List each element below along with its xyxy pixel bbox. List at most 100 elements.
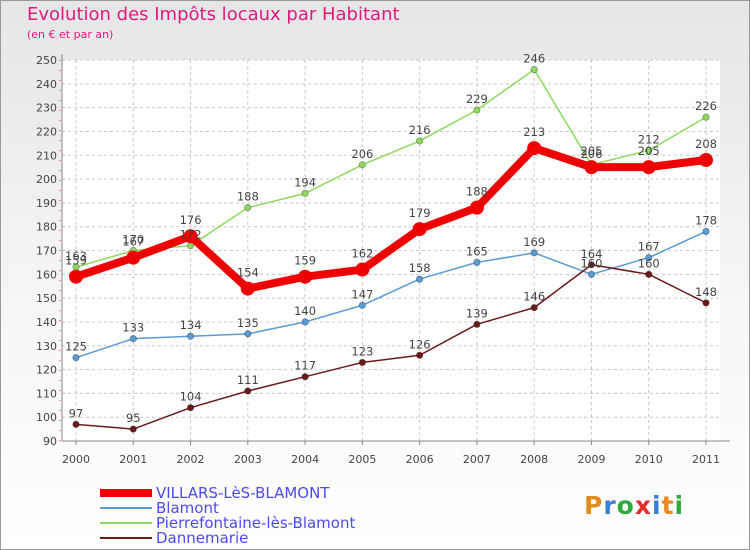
data-point-blamont [244,330,252,338]
data-point-pierrefontaine-l-s-blamont [416,137,424,145]
data-point-villars-l-s-blamont [183,229,198,244]
data-label-dannemarie: 126 [409,337,431,351]
data-label-dannemarie: 104 [180,390,202,404]
y-tick-label: 200 [36,173,57,186]
data-label-villars-l-s-blamont: 176 [180,213,202,227]
y-tick-label: 140 [36,316,57,329]
data-point-blamont [186,332,195,340]
data-label-blamont: 140 [294,304,316,318]
data-label-villars-l-s-blamont: 213 [523,125,545,139]
data-point-villars-l-s-blamont [469,200,484,215]
chart-title: Evolution des Impôts locaux par Habitant [27,4,400,25]
data-label-pierrefontaine-l-s-blamont: 226 [695,99,717,113]
data-point-blamont [645,254,653,262]
x-tick-label: 2001 [119,453,147,466]
data-point-villars-l-s-blamont [412,222,427,237]
data-label-pierrefontaine-l-s-blamont: 194 [294,175,316,189]
legend-swatch-villars [100,489,152,497]
data-label-blamont: 167 [638,240,660,254]
data-point-dannemarie [702,299,710,307]
chart-subtitle: (en € et par an) [27,28,114,41]
data-point-villars-l-s-blamont [699,153,713,168]
legend-item-blamont: Blamont [100,499,219,517]
data-point-dannemarie [587,261,596,269]
legend-item-villars: VILLARS-LèS-BLAMONT [100,486,329,501]
data-label-pierrefontaine-l-s-blamont: 216 [409,123,431,137]
data-label-pierrefontaine-l-s-blamont: 229 [466,92,488,106]
x-tick-label: 2005 [348,453,376,466]
data-point-blamont [702,227,710,236]
data-point-villars-l-s-blamont [527,141,542,156]
data-label-pierrefontaine-l-s-blamont: 246 [523,52,545,66]
data-point-pierrefontaine-l-s-blamont [301,189,309,197]
data-label-villars-l-s-blamont: 208 [695,137,717,151]
legend-label-dannemarie: Dannemarie [156,529,249,547]
data-label-villars-l-s-blamont: 162 [351,247,373,261]
logo-letter: r [603,491,617,520]
data-label-pierrefontaine-l-s-blamont: 172 [180,228,202,242]
data-point-dannemarie [473,320,481,328]
data-label-villars-l-s-blamont: 159 [294,254,316,268]
data-point-blamont [301,318,309,326]
logo-letter: o [616,491,635,520]
data-label-blamont: 169 [523,235,545,249]
data-label-villars-l-s-blamont: 205 [580,144,602,158]
data-label-pierrefontaine-l-s-blamont: 212 [638,132,660,146]
data-point-blamont [473,258,481,267]
data-label-blamont: 178 [695,213,717,227]
data-point-dannemarie [530,304,538,312]
data-point-villars-l-s-blamont [69,269,83,284]
x-tick-label: 2007 [463,453,491,466]
y-tick-label: 240 [36,78,57,91]
data-point-blamont [416,275,424,283]
legend-swatch-dannemarie [100,537,152,539]
data-label-pierrefontaine-l-s-blamont: 170 [122,233,144,247]
logo-letter: i [652,491,662,520]
proxiti-logo: Proxiti [584,491,684,520]
data-point-dannemarie [301,373,309,381]
y-tick-label: 120 [36,364,57,377]
data-point-dannemarie [244,387,252,395]
data-point-blamont [72,354,80,362]
data-point-villars-l-s-blamont [298,269,313,284]
series-line-pierrefontaine-l-s-blamont [75,68,707,268]
x-tick-label: 2000 [62,453,90,466]
y-tick-label: 210 [36,149,57,162]
logo-letter: i [674,491,685,520]
data-point-pierrefontaine-l-s-blamont [702,113,710,121]
legend-swatch-pierrefontaine [100,522,152,524]
data-label-blamont: 147 [351,287,373,301]
data-label-dannemarie: 146 [523,290,545,304]
data-point-villars-l-s-blamont [240,281,255,296]
data-point-pierrefontaine-l-s-blamont [244,204,252,212]
x-tick-label: 2004 [291,453,319,466]
data-label-pierrefontaine-l-s-blamont: 206 [580,147,602,161]
data-point-blamont [587,270,596,278]
data-point-dannemarie [358,358,366,367]
data-label-dannemarie: 95 [126,411,141,425]
y-tick-label: 130 [36,340,57,353]
data-point-pierrefontaine-l-s-blamont [358,161,366,169]
data-label-villars-l-s-blamont: 205 [638,144,660,158]
data-label-dannemarie: 164 [580,247,602,261]
data-label-blamont: 165 [466,244,488,258]
data-label-dannemarie: 111 [237,373,259,387]
legend-label-blamont: Blamont [156,499,219,517]
data-point-blamont [129,335,137,343]
data-label-pierrefontaine-l-s-blamont: 206 [351,147,373,161]
data-point-villars-l-s-blamont [584,160,599,175]
data-label-pierrefontaine-l-s-blamont: 188 [237,190,259,204]
y-tick-label: 250 [36,54,57,67]
y-tick-label: 190 [36,197,57,210]
y-tick-label: 230 [36,102,57,115]
legend-item-dannemarie: Dannemarie [100,529,249,547]
data-label-dannemarie: 160 [638,256,660,270]
data-point-dannemarie [416,351,424,359]
y-tick-label: 150 [36,292,57,305]
data-point-dannemarie [186,404,195,412]
data-point-dannemarie [645,270,653,278]
y-tick-label: 110 [36,387,57,400]
x-tick-label: 2009 [577,453,605,466]
data-label-blamont: 158 [409,261,431,275]
